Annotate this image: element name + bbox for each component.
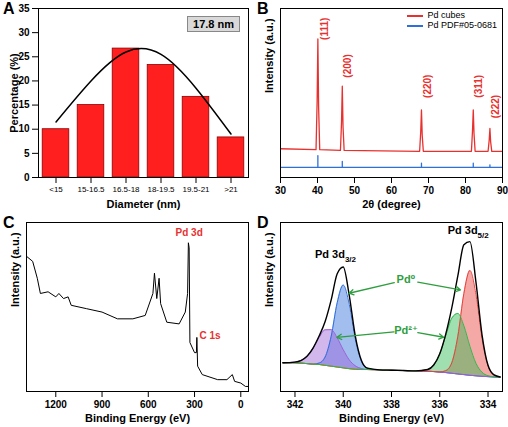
svg-text:10: 10 xyxy=(18,123,30,135)
svg-text:Pd²⁺: Pd²⁺ xyxy=(394,324,418,336)
svg-text:Intensity (a.u.): Intensity (a.u.) xyxy=(9,232,21,307)
svg-text:340: 340 xyxy=(335,399,352,410)
svg-text:25: 25 xyxy=(18,51,30,62)
svg-text:Binding Energy (eV): Binding Energy (eV) xyxy=(85,412,190,424)
html-text:Pd 3d3/2: Pd 3d3/2 xyxy=(315,248,356,264)
svg-text:>21: >21 xyxy=(224,185,238,194)
svg-text:C 1s: C 1s xyxy=(199,330,221,341)
svg-text:2θ (degree): 2θ (degree) xyxy=(362,198,421,210)
svg-text:60: 60 xyxy=(386,185,398,196)
svg-text:(200): (200) xyxy=(342,54,353,77)
svg-text:600: 600 xyxy=(140,399,157,410)
svg-text:Pd 3d: Pd 3d xyxy=(176,227,203,238)
html-text:Pd PDF#05-0681: Pd PDF#05-0681 xyxy=(427,19,497,30)
svg-text:35: 35 xyxy=(18,3,30,14)
svg-text:70: 70 xyxy=(423,185,435,196)
svg-text:Diameter (nm): Diameter (nm) xyxy=(107,198,181,210)
html-text:Pd 3d5/2: Pd 3d5/2 xyxy=(447,224,489,240)
svg-text:Pd⁰: Pd⁰ xyxy=(397,273,416,285)
html-text:C: C xyxy=(3,214,15,231)
svg-text:80: 80 xyxy=(460,185,472,196)
svg-text:(311): (311) xyxy=(473,75,484,98)
html-text:A: A xyxy=(3,0,15,17)
svg-text:5: 5 xyxy=(24,148,30,159)
svg-text:16.5-18: 16.5-18 xyxy=(112,185,140,194)
svg-text:336: 336 xyxy=(431,399,448,410)
svg-text:0: 0 xyxy=(24,172,30,183)
svg-text:18-19.5: 18-19.5 xyxy=(147,185,175,194)
svg-text:342: 342 xyxy=(287,399,304,410)
svg-text:15-16.5: 15-16.5 xyxy=(77,185,105,194)
svg-text:19.5-21: 19.5-21 xyxy=(182,185,210,194)
html-text:Pd cubes: Pd cubes xyxy=(427,10,465,20)
svg-text:334: 334 xyxy=(480,399,497,410)
svg-text:40: 40 xyxy=(312,185,324,196)
html-text:17.8 nm: 17.8 nm xyxy=(193,18,234,30)
svg-text:0: 0 xyxy=(238,399,244,410)
svg-text:Intensity (a.u.): Intensity (a.u.) xyxy=(263,18,275,93)
svg-text:50: 50 xyxy=(349,185,361,196)
svg-text:300: 300 xyxy=(186,399,203,410)
svg-text:900: 900 xyxy=(94,399,111,410)
svg-text:15: 15 xyxy=(18,99,30,111)
svg-text:(111): (111) xyxy=(319,18,330,40)
svg-text:Intensity (a.u.): Intensity (a.u.) xyxy=(263,232,275,307)
svg-text:1200: 1200 xyxy=(45,399,68,410)
svg-text:(222): (222) xyxy=(490,95,501,118)
svg-text:Percentage (%): Percentage (%) xyxy=(8,53,20,133)
svg-text:(220): (220) xyxy=(422,75,433,98)
html-text:B: B xyxy=(257,0,269,17)
svg-text:30: 30 xyxy=(18,27,30,38)
svg-text:Binding Energy (eV): Binding Energy (eV) xyxy=(339,412,444,424)
svg-text:338: 338 xyxy=(383,399,400,410)
svg-text:30: 30 xyxy=(275,185,287,196)
svg-text:20: 20 xyxy=(18,75,30,87)
svg-text:<15: <15 xyxy=(49,185,63,194)
svg-text:90: 90 xyxy=(497,185,508,196)
html-text:D: D xyxy=(257,214,269,231)
